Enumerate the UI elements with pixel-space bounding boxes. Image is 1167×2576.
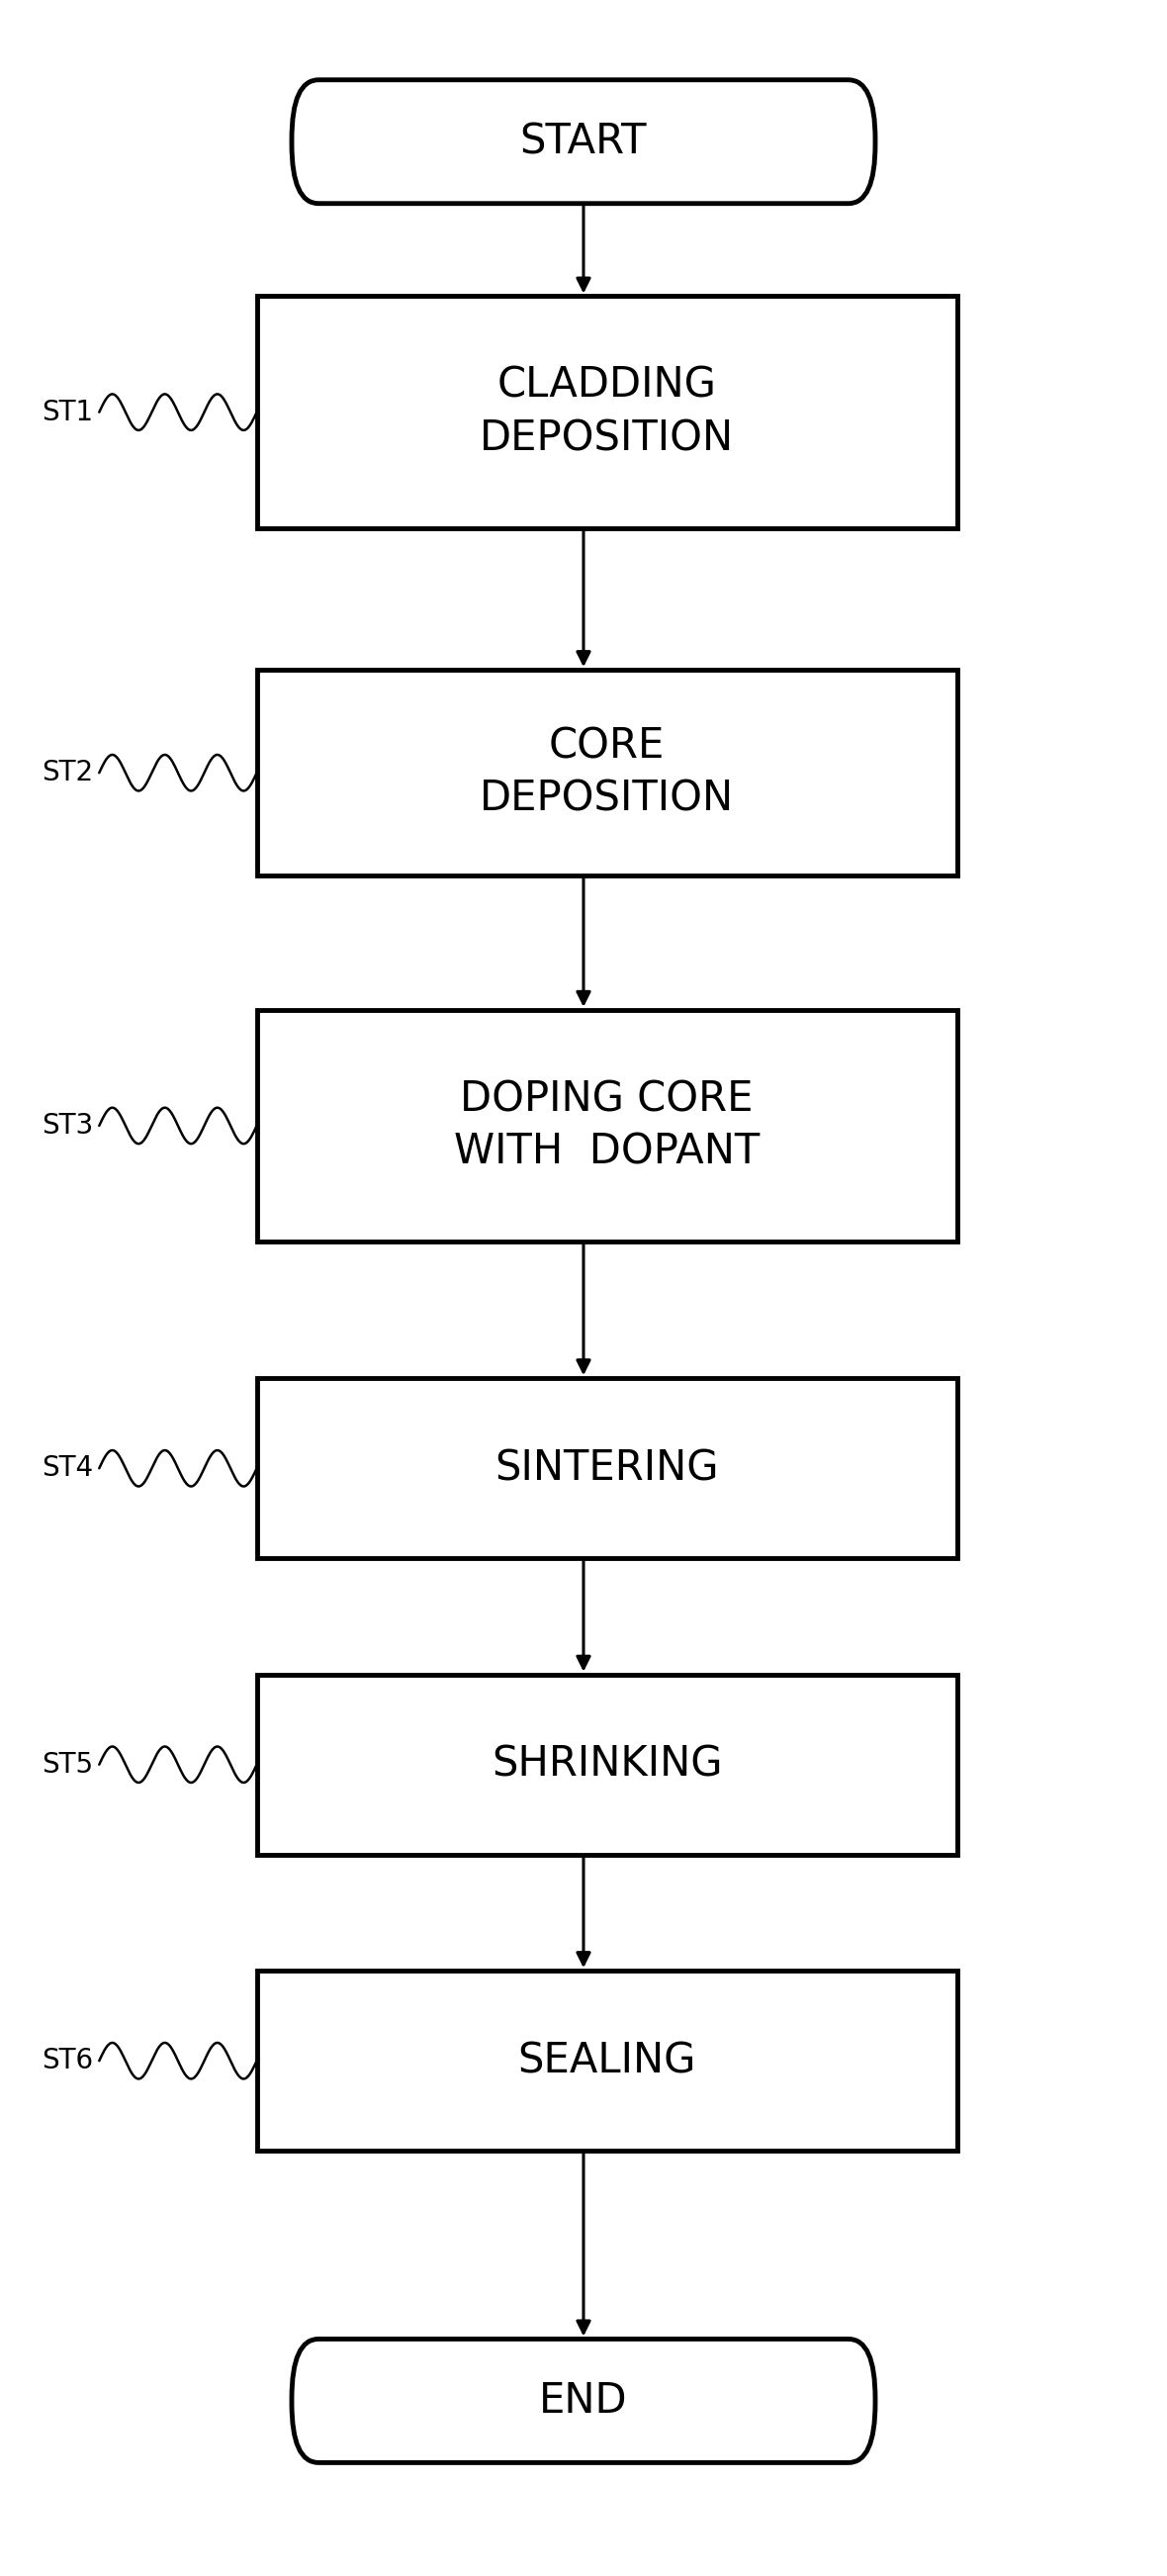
Text: SHRINKING: SHRINKING — [491, 1744, 722, 1785]
Bar — [257, 1010, 957, 1242]
Text: ST4: ST4 — [42, 1455, 93, 1481]
Text: ST5: ST5 — [42, 1752, 93, 1777]
Text: SINTERING: SINTERING — [495, 1448, 719, 1489]
Text: START: START — [520, 121, 647, 162]
Text: END: END — [539, 2380, 628, 2421]
Text: CLADDING
DEPOSITION: CLADDING DEPOSITION — [480, 366, 734, 459]
Bar — [257, 1378, 957, 1558]
Bar — [257, 296, 957, 528]
Text: ST2: ST2 — [42, 760, 93, 786]
Text: SEALING: SEALING — [518, 2040, 696, 2081]
FancyBboxPatch shape — [292, 80, 875, 204]
Text: ST3: ST3 — [42, 1113, 93, 1139]
Bar — [257, 1971, 957, 2151]
Bar — [257, 670, 957, 876]
FancyBboxPatch shape — [292, 2339, 875, 2463]
Text: DOPING CORE
WITH  DOPANT: DOPING CORE WITH DOPANT — [454, 1079, 760, 1172]
Bar — [257, 1674, 957, 1855]
Text: ST6: ST6 — [42, 2048, 93, 2074]
Text: ST1: ST1 — [42, 399, 93, 425]
Text: CORE
DEPOSITION: CORE DEPOSITION — [480, 726, 734, 819]
